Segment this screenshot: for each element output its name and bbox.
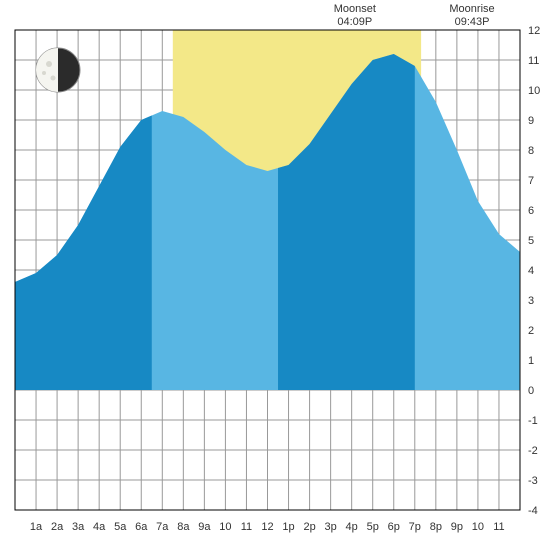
- chart-svg: -4-3-2-101234567891011121a2a3a4a5a6a7a8a…: [0, 0, 550, 550]
- x-tick-label: 12: [261, 521, 273, 533]
- y-tick-label: 1: [528, 355, 534, 367]
- y-tick-label: -1: [528, 415, 538, 427]
- x-tick-label: 2a: [51, 521, 64, 533]
- y-tick-label: 12: [528, 25, 540, 37]
- moonrise-time: 09:43P: [455, 16, 490, 28]
- x-tick-label: 6p: [388, 521, 400, 533]
- y-tick-label: 0: [528, 385, 534, 397]
- y-tick-label: 10: [528, 85, 540, 97]
- moon-crater: [42, 71, 46, 75]
- x-tick-label: 1p: [282, 521, 294, 533]
- x-tick-label: 4p: [346, 521, 358, 533]
- y-tick-label: -3: [528, 475, 538, 487]
- x-tick-label: 8a: [177, 521, 190, 533]
- y-tick-label: 7: [528, 175, 534, 187]
- x-tick-label: 2p: [303, 521, 315, 533]
- x-tick-label: 7a: [156, 521, 169, 533]
- x-tick-label: 7p: [409, 521, 421, 533]
- y-tick-label: 5: [528, 235, 534, 247]
- x-tick-label: 5a: [114, 521, 127, 533]
- x-tick-label: 10: [472, 521, 484, 533]
- y-tick-label: 3: [528, 295, 534, 307]
- x-tick-label: 4a: [93, 521, 106, 533]
- y-tick-label: 11: [528, 55, 539, 67]
- moon-lit-half: [36, 48, 58, 92]
- y-tick-label: 6: [528, 205, 534, 217]
- x-tick-label: 10: [219, 521, 231, 533]
- y-tick-label: 8: [528, 145, 534, 157]
- moonrise-label: Moonrise: [449, 3, 494, 15]
- moon-crater: [46, 61, 52, 67]
- y-tick-label: -2: [528, 445, 538, 457]
- x-tick-label: 9a: [198, 521, 211, 533]
- x-tick-label: 9p: [451, 521, 463, 533]
- x-tick-label: 1a: [30, 521, 43, 533]
- x-tick-label: 3a: [72, 521, 85, 533]
- x-tick-label: 6a: [135, 521, 148, 533]
- x-tick-label: 8p: [430, 521, 442, 533]
- x-tick-label: 11: [241, 521, 252, 533]
- y-tick-label: 2: [528, 325, 534, 337]
- moon-crater: [51, 76, 56, 81]
- y-tick-label: -4: [528, 505, 538, 517]
- moonset-label: Moonset: [334, 3, 376, 15]
- y-tick-label: 9: [528, 115, 534, 127]
- y-tick-label: 4: [528, 265, 534, 277]
- x-tick-label: 3p: [325, 521, 337, 533]
- moonset-time: 04:09P: [337, 16, 372, 28]
- tide-chart: -4-3-2-101234567891011121a2a3a4a5a6a7a8a…: [0, 0, 550, 550]
- x-tick-label: 5p: [367, 521, 379, 533]
- x-tick-label: 11: [493, 521, 504, 533]
- tide-area-dark: [15, 116, 152, 391]
